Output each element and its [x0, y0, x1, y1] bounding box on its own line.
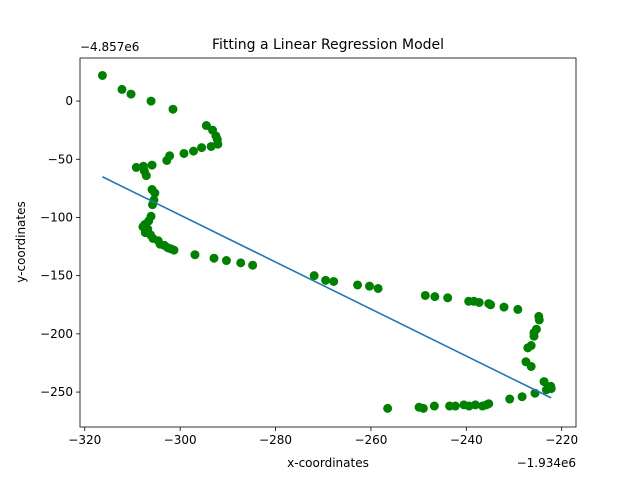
- data-point: [221, 256, 231, 266]
- data-point: [179, 148, 189, 158]
- data-point: [373, 283, 383, 293]
- x-tick-label: −240: [450, 433, 483, 447]
- data-point: [534, 315, 544, 325]
- data-point: [517, 392, 527, 402]
- data-point: [146, 96, 156, 106]
- data-point: [420, 290, 430, 300]
- data-point: [445, 401, 455, 411]
- regression-line-layer: [102, 176, 552, 399]
- data-point: [209, 253, 219, 263]
- x-axis: −320 −300 −280 −260 −240 −220: [68, 427, 578, 447]
- data-point: [97, 70, 107, 80]
- data-point: [499, 302, 509, 312]
- data-point: [546, 384, 556, 394]
- data-point: [236, 258, 246, 268]
- y-tick-label: −50: [48, 152, 73, 166]
- data-point: [150, 188, 160, 198]
- y-tick-label: −200: [40, 327, 73, 341]
- data-point: [523, 343, 533, 353]
- data-point: [131, 162, 141, 172]
- data-point: [429, 401, 439, 411]
- x-tick-label: −220: [545, 433, 578, 447]
- data-point: [190, 250, 200, 260]
- data-point: [459, 400, 469, 410]
- x-axis-label: x-coordinates: [287, 456, 369, 470]
- data-point: [166, 244, 176, 254]
- data-point: [162, 155, 172, 165]
- data-point: [189, 146, 199, 156]
- data-point: [141, 171, 151, 181]
- data-point: [329, 277, 339, 286]
- data-point: [474, 297, 484, 307]
- data-point: [126, 89, 136, 99]
- data-point: [321, 275, 331, 285]
- y-tick-label: −100: [40, 210, 73, 224]
- x-tick-label: −260: [354, 433, 387, 447]
- x-tick-label: −320: [68, 433, 101, 447]
- data-point: [505, 394, 515, 404]
- x-tick-label: −280: [259, 433, 292, 447]
- data-point: [383, 403, 393, 413]
- data-point: [353, 280, 363, 290]
- data-point: [478, 401, 488, 411]
- data-point: [364, 281, 374, 291]
- data-point: [168, 104, 178, 114]
- x-offset-label: −1.934e6: [517, 456, 576, 470]
- data-points-layer: [97, 70, 556, 413]
- chart-title: Fitting a Linear Regression Model: [212, 37, 444, 53]
- data-point: [206, 141, 216, 151]
- y-offset-label: −4.857e6: [80, 40, 139, 54]
- y-tick-label: −150: [40, 269, 73, 283]
- data-point: [414, 402, 424, 412]
- data-point: [539, 377, 549, 387]
- data-point: [117, 84, 127, 94]
- data-point: [201, 121, 211, 131]
- y-tick-label: −250: [40, 385, 73, 399]
- data-point: [147, 160, 157, 170]
- data-point: [309, 271, 319, 281]
- data-point: [197, 143, 207, 153]
- data-point: [486, 300, 496, 310]
- data-point: [513, 304, 523, 314]
- data-point: [529, 331, 539, 341]
- data-point: [526, 361, 536, 371]
- data-point: [430, 292, 440, 302]
- y-axis: 0 −50 −100 −150 −200 −250: [40, 94, 80, 399]
- data-point: [443, 293, 453, 303]
- y-tick-label: 0: [65, 94, 73, 108]
- data-point: [248, 260, 258, 270]
- y-axis-label: y-coordinates: [14, 201, 28, 282]
- x-tick-label: −300: [164, 433, 197, 447]
- regression-line: [102, 176, 552, 399]
